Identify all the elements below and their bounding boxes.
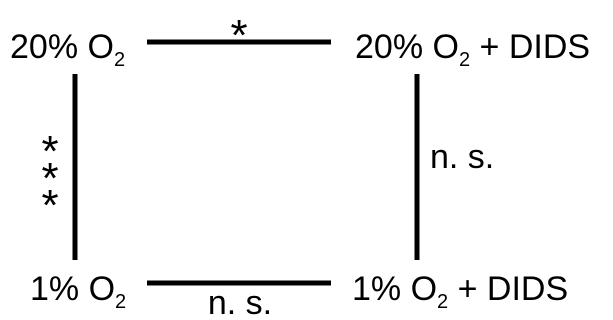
node-top-right-suffix: + DIDS — [470, 28, 590, 66]
node-bottom-right: 1% O2 + DIDS — [352, 270, 568, 313]
significance-left-star-1: * — [41, 127, 58, 176]
significance-left-star-3: * — [41, 181, 58, 230]
node-top-right-subscript: 2 — [459, 49, 470, 71]
node-top-right-text: 20% O — [355, 28, 459, 66]
significance-bottom: n. s. — [208, 284, 272, 320]
node-bottom-right-text: 1% O — [352, 270, 437, 308]
node-bottom-left-text: 1% O — [30, 270, 115, 308]
node-bottom-left-subscript: 2 — [115, 291, 126, 313]
node-bottom-right-subscript: 2 — [437, 291, 448, 313]
node-bottom-right-suffix: + DIDS — [448, 270, 568, 308]
significance-left-star-2: * — [41, 154, 58, 203]
node-bottom-left: 1% O2 — [30, 270, 126, 313]
significance-top: * — [230, 11, 247, 60]
node-top-left-text: 20% O — [10, 28, 114, 66]
significance-right: n. s. — [430, 138, 494, 176]
node-top-right: 20% O2 + DIDS — [355, 28, 590, 71]
node-top-left-subscript: 2 — [114, 49, 125, 71]
node-top-left: 20% O2 — [10, 28, 125, 71]
